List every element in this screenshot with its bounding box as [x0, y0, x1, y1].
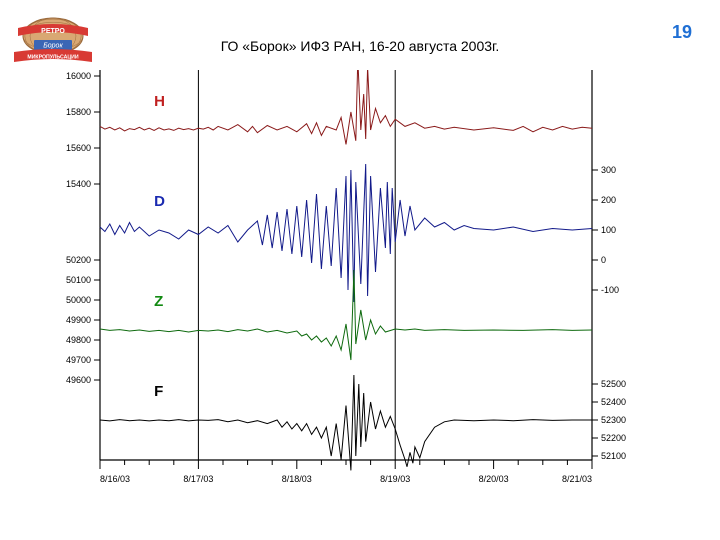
svg-text:52200: 52200	[601, 433, 626, 443]
svg-text:H: H	[154, 93, 165, 110]
svg-text:МИКРОПУЛЬСАЦИИ: МИКРОПУЛЬСАЦИИ	[27, 55, 79, 61]
svg-text:8/16/03: 8/16/03	[100, 474, 130, 484]
svg-text:8/18/03: 8/18/03	[282, 474, 312, 484]
svg-text:100: 100	[601, 225, 616, 235]
svg-text:D: D	[154, 193, 165, 210]
svg-text:8/21/03: 8/21/03	[562, 474, 592, 484]
svg-text:8/17/03: 8/17/03	[183, 474, 213, 484]
svg-text:52400: 52400	[601, 397, 626, 407]
svg-text:-100: -100	[601, 285, 619, 295]
svg-text:8/20/03: 8/20/03	[479, 474, 509, 484]
svg-text:15800: 15800	[66, 107, 91, 117]
svg-text:52500: 52500	[601, 379, 626, 389]
svg-text:15600: 15600	[66, 143, 91, 153]
svg-text:16000: 16000	[66, 71, 91, 81]
svg-text:Борок: Борок	[43, 43, 63, 50]
svg-text:50100: 50100	[66, 275, 91, 285]
org-logo-icon: РЕТРО Борок МИКРОПУЛЬСАЦИИ	[12, 14, 94, 66]
svg-text:50200: 50200	[66, 255, 91, 265]
svg-text:0: 0	[601, 255, 606, 265]
svg-text:52100: 52100	[601, 451, 626, 461]
slide-title: ГО «Борок» ИФЗ РАН, 16-20 августа 2003г.	[0, 38, 720, 54]
svg-text:300: 300	[601, 165, 616, 175]
svg-text:15400: 15400	[66, 179, 91, 189]
svg-text:Z: Z	[154, 293, 163, 310]
svg-text:52300: 52300	[601, 415, 626, 425]
svg-text:F: F	[154, 383, 163, 400]
magnetogram-chart: 8/16/03 8/17/03 8/18/03 8/19/03 8/20/03 8/21/…	[40, 70, 700, 530]
svg-text:200: 200	[601, 195, 616, 205]
svg-text:РЕТРО: РЕТРО	[41, 28, 65, 35]
svg-text:49800: 49800	[66, 335, 91, 345]
svg-text:49700: 49700	[66, 355, 91, 365]
svg-text:49900: 49900	[66, 315, 91, 325]
svg-text:50000: 50000	[66, 295, 91, 305]
svg-text:8/19/03: 8/19/03	[380, 474, 410, 484]
svg-text:49600: 49600	[66, 375, 91, 385]
